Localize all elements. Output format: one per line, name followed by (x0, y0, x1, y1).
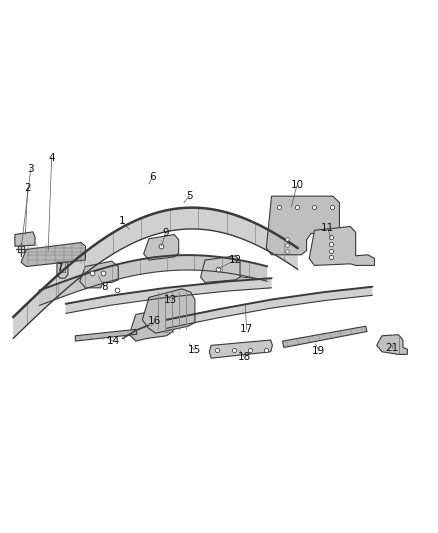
Polygon shape (234, 276, 269, 288)
Text: 18: 18 (238, 352, 251, 362)
Text: 2: 2 (24, 183, 31, 192)
Text: 9: 9 (162, 229, 169, 238)
Text: 11: 11 (321, 223, 334, 233)
Text: 16: 16 (148, 317, 161, 326)
Polygon shape (80, 261, 118, 288)
Polygon shape (57, 262, 68, 278)
Text: 14: 14 (106, 336, 120, 346)
Polygon shape (283, 326, 367, 348)
Polygon shape (377, 335, 407, 354)
Polygon shape (144, 235, 179, 260)
Polygon shape (166, 287, 372, 328)
Polygon shape (15, 232, 35, 246)
Text: 21: 21 (385, 343, 399, 353)
Text: 10: 10 (290, 181, 304, 190)
Text: 17: 17 (240, 325, 253, 334)
Polygon shape (13, 208, 298, 338)
Text: 4: 4 (48, 153, 55, 163)
Text: 6: 6 (149, 172, 156, 182)
Text: 1: 1 (118, 216, 125, 226)
Text: 5: 5 (186, 191, 193, 201)
Polygon shape (75, 329, 137, 341)
Text: 13: 13 (163, 295, 177, 305)
Polygon shape (209, 340, 272, 358)
Text: 15: 15 (187, 345, 201, 354)
Polygon shape (39, 255, 267, 305)
Text: 8: 8 (101, 282, 108, 292)
Polygon shape (129, 310, 173, 341)
Text: 7: 7 (56, 263, 63, 273)
Polygon shape (201, 256, 240, 282)
Text: 12: 12 (229, 255, 242, 265)
Polygon shape (21, 243, 85, 266)
Polygon shape (142, 289, 195, 333)
Text: 3: 3 (27, 165, 34, 174)
Polygon shape (66, 278, 272, 313)
Text: 19: 19 (312, 346, 325, 356)
Polygon shape (309, 227, 374, 265)
Polygon shape (266, 196, 339, 255)
